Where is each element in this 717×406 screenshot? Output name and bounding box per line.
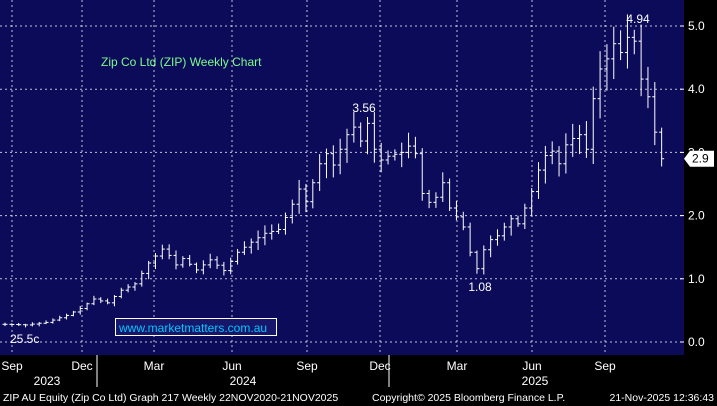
last-price-label: 2.9 xyxy=(692,152,709,166)
x-tick-label: Mar xyxy=(447,359,468,373)
last-price-marker xyxy=(684,150,714,167)
x-year-label: 2025 xyxy=(522,374,549,388)
x-year-label: 2024 xyxy=(230,374,257,388)
x-tick-label: Sep xyxy=(296,359,318,373)
footer-left: ZIP AU Equity (Zip Co Ltd) Graph 217 Wee… xyxy=(3,392,338,404)
x-tick-label: Mar xyxy=(144,359,165,373)
y-tick-label: 5.0 xyxy=(688,19,705,33)
x-tick-label: Sep xyxy=(594,359,616,373)
y-tick-label: 4.0 xyxy=(688,82,705,96)
x-tick-label: Sep xyxy=(1,359,23,373)
chart-title: Zip Co Ltd (ZIP) Weekly Chart xyxy=(101,55,262,69)
x-tick-label: Jun xyxy=(222,359,241,373)
gridlines xyxy=(0,0,684,355)
annotation-label: 1.08 xyxy=(468,280,492,294)
annotation-label: 3.56 xyxy=(352,101,376,115)
last-price-tag: 2.9 xyxy=(684,150,714,167)
x-tick-label: Jun xyxy=(522,359,541,373)
annotation-label: 4.94 xyxy=(626,12,650,26)
annotation-label: 25.5c xyxy=(10,332,39,346)
price-bars xyxy=(2,14,665,328)
footer-copyright: Copyright© 2025 Bloomberg Finance L.P. xyxy=(372,392,565,404)
x-tick-label: Dec xyxy=(71,359,92,373)
footer-bar xyxy=(0,387,717,406)
x-tick-label: Dec xyxy=(369,359,390,373)
x-axis: Sep Dec Mar Jun Sep Dec Mar Jun Sep 2023 2024 2025 xyxy=(1,355,616,388)
watermark-link[interactable]: www.marketmatters.com.au xyxy=(115,318,277,336)
y-tick-label: 1.0 xyxy=(688,272,705,286)
y-tick-label: 0.0 xyxy=(688,335,705,349)
x-year-label: 2023 xyxy=(34,374,61,388)
plot-area xyxy=(0,0,684,355)
annotations: 25.5c 3.56 1.08 4.94 xyxy=(10,12,650,346)
footer-timestamp: 21-Nov-2025 12:36:43 xyxy=(610,392,715,404)
y-tick-label: 2.0 xyxy=(688,209,705,223)
